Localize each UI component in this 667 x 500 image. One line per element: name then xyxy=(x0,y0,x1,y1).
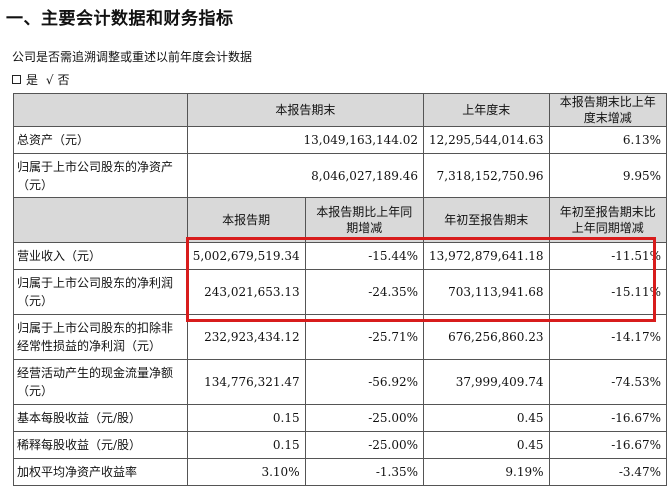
table-cell: -11.51% xyxy=(548,242,667,270)
choice-yes-label: 是 xyxy=(26,73,39,87)
table1-header-row: 本报告期末 上年度末 本报告期末比上年度末增减 xyxy=(13,93,667,127)
table-cell: -25.00% xyxy=(304,431,425,459)
row-label-net-profit: 归属于上市公司股东的净利润（元） xyxy=(13,269,188,315)
table-row: 基本每股收益（元/股） 0.15 -25.00% 0.45 -16.67% xyxy=(13,404,667,432)
row-label-operating-cash-flow: 经营活动产生的现金流量净额（元） xyxy=(13,359,188,405)
table-cell: 0.45 xyxy=(423,431,550,459)
check-mark-icon: √ xyxy=(45,73,54,87)
table2-header-period: 本报告期 xyxy=(186,197,306,243)
restatement-choice: 是 √ 否 xyxy=(12,71,74,88)
table-cell: -56.92% xyxy=(304,359,425,405)
table-row: 归属于上市公司股东的净利润（元） 243,021,653.13 -24.35% … xyxy=(13,269,667,315)
table-cell: 243,021,653.13 xyxy=(186,269,306,315)
table-cell: -16.67% xyxy=(548,431,667,459)
table-cell: 0.15 xyxy=(186,431,306,459)
table-cell: 8,046,027,189.46 xyxy=(186,153,425,198)
table-row: 加权平均净资产收益率 3.10% -1.35% 9.19% -3.47% xyxy=(13,458,667,486)
table2-header-ytd-change: 年初至报告期末比上年同期增减 xyxy=(548,197,667,243)
row-label-weighted-roe: 加权平均净资产收益率 xyxy=(13,458,188,486)
table-cell: -1.35% xyxy=(304,458,425,486)
table-row: 经营活动产生的现金流量净额（元） 134,776,321.47 -56.92% … xyxy=(13,359,667,405)
table-cell: 12,295,544,014.63 xyxy=(423,126,550,154)
table-cell: -3.47% xyxy=(548,458,667,486)
table-cell: 703,113,941.68 xyxy=(423,269,550,315)
financial-data-table: 本报告期末 上年度末 本报告期末比上年度末增减 总资产（元） 13,049,16… xyxy=(13,93,667,486)
table-cell: 5,002,679,519.34 xyxy=(186,242,306,270)
table-cell: 3.10% xyxy=(186,458,306,486)
table1-header-prior-year-end: 上年度末 xyxy=(423,93,550,127)
row-label-revenue: 营业收入（元） xyxy=(13,242,188,270)
row-label-total-assets: 总资产（元） xyxy=(13,126,188,154)
table-cell: 7,318,152,750.96 xyxy=(423,153,550,198)
row-label-diluted-eps: 稀释每股收益（元/股） xyxy=(13,431,188,459)
table-cell: -15.11% xyxy=(548,269,667,315)
table-cell: 134,776,321.47 xyxy=(186,359,306,405)
table-row: 总资产（元） 13,049,163,144.02 12,295,544,014.… xyxy=(13,126,667,154)
table-row: 归属于上市公司股东的扣除非经常性损益的净利润（元） 232,923,434.12… xyxy=(13,314,667,360)
table2-header-blank xyxy=(13,197,188,243)
table2-header-row: 本报告期 本报告期比上年同期增减 年初至报告期末 年初至报告期末比上年同期增减 xyxy=(13,197,667,243)
table2-header-period-change: 本报告期比上年同期增减 xyxy=(304,197,425,243)
table1-header-change: 本报告期末比上年度末增减 xyxy=(548,93,667,127)
table1-header-blank xyxy=(13,93,188,127)
table-cell: 676,256,860.23 xyxy=(423,314,550,360)
table-cell: 37,999,409.74 xyxy=(423,359,550,405)
table-cell: 6.13% xyxy=(548,126,667,154)
restatement-note: 公司是否需追溯调整或重述以前年度会计数据 xyxy=(12,50,253,64)
row-label-net-assets: 归属于上市公司股东的净资产（元） xyxy=(13,153,188,198)
checkbox-icon xyxy=(12,75,21,84)
table-row: 营业收入（元） 5,002,679,519.34 -15.44% 13,972,… xyxy=(13,242,667,270)
table-cell: -74.53% xyxy=(548,359,667,405)
table-row: 稀释每股收益（元/股） 0.15 -25.00% 0.45 -16.67% xyxy=(13,431,667,459)
table-cell: 9.19% xyxy=(423,458,550,486)
row-label-net-profit-excl-nonrecurring: 归属于上市公司股东的扣除非经常性损益的净利润（元） xyxy=(13,314,188,360)
table1-header-period-end: 本报告期末 xyxy=(186,93,425,127)
table-cell: 13,972,879,641.18 xyxy=(423,242,550,270)
row-label-basic-eps: 基本每股收益（元/股） xyxy=(13,404,188,432)
section-title: 一、主要会计数据和财务指标 xyxy=(6,9,234,29)
choice-no-label: 否 xyxy=(57,73,70,87)
table-cell: 9.95% xyxy=(548,153,667,198)
table-cell: 232,923,434.12 xyxy=(186,314,306,360)
table-cell: 13,049,163,144.02 xyxy=(186,126,425,154)
table-cell: -14.17% xyxy=(548,314,667,360)
table-cell: 0.45 xyxy=(423,404,550,432)
table-cell: 0.15 xyxy=(186,404,306,432)
table-row: 归属于上市公司股东的净资产（元） 8,046,027,189.46 7,318,… xyxy=(13,153,667,198)
table-cell: -25.00% xyxy=(304,404,425,432)
table-cell: -15.44% xyxy=(304,242,425,270)
table-cell: -25.71% xyxy=(304,314,425,360)
table2-header-ytd: 年初至报告期末 xyxy=(423,197,550,243)
table-cell: -24.35% xyxy=(304,269,425,315)
table-cell: -16.67% xyxy=(548,404,667,432)
